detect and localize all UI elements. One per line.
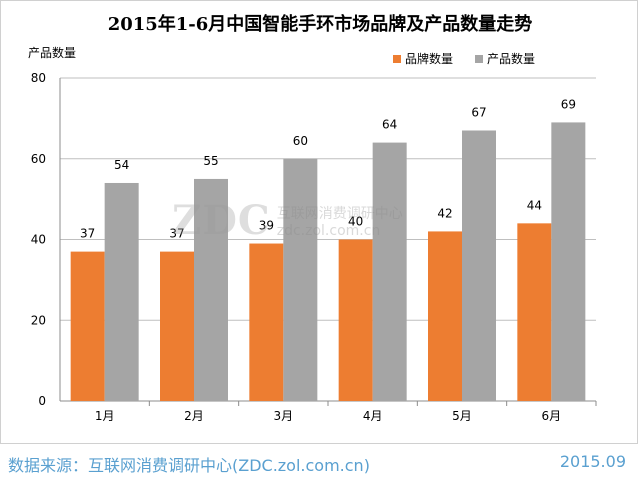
legend-label-brands: 品牌数量 [405,52,454,66]
chart-frame [0,0,638,444]
y-tick-label: 20 [31,313,46,327]
bar-brands [338,239,373,401]
y-axis-label: 产品数量 [28,46,77,60]
chart-title: 2015年1-6月中国智能手环市场品牌及产品数量走势 [107,14,533,35]
y-tick-label: 80 [31,71,46,85]
data-label-products: 69 [561,97,576,111]
legend-swatch-products [475,54,484,63]
bar-products [194,178,228,401]
x-tick-label: 2月 [184,409,204,423]
bar-brands [517,223,552,401]
data-label-brands: 37 [80,227,95,241]
y-tick-label: 40 [31,233,46,247]
bar-products [104,182,139,401]
x-tick-label: 1月 [95,409,115,423]
legend-label-products: 产品数量 [487,52,536,66]
bar-products [462,130,496,402]
data-label-brands: 40 [348,215,363,229]
footer: 数据来源：互联网消费调研中心(ZDC.zol.com.cn) 2015.09 [0,444,640,480]
bar-products [551,122,586,401]
footer-source: 数据来源：互联网消费调研中心(ZDC.zol.com.cn) [8,456,370,475]
bar-brands [160,251,194,401]
legend-item-brands: 品牌数量 [393,50,453,67]
x-tick-label: 4月 [363,409,383,423]
y-tick-label: 60 [31,152,46,166]
legend-swatch-brands [393,54,401,63]
data-label-brands: 37 [169,227,184,241]
data-label-products: 54 [114,158,129,172]
data-label-products: 64 [382,118,397,132]
x-tick-label: 3月 [274,409,294,423]
bar-brands [70,251,105,401]
x-tick-label: 6月 [542,409,562,423]
data-label-products: 55 [203,154,218,168]
data-label-products: 60 [293,134,308,148]
bar-products [283,158,318,401]
bar-chart-plot: 0 20 40 60 80 1月 37 54 2月 37 55 3月 39 60 4月 40 64 5月 42 67 6… [31,71,597,423]
bar-brands [428,231,462,401]
data-label-brands: 44 [527,198,542,212]
data-label-brands: 42 [437,206,452,220]
y-tick-label: 0 [38,394,46,408]
bar-brands [249,243,284,401]
footer-date: 2015.09 [559,452,626,471]
legend: 品牌数量 产品数量 [393,50,557,67]
data-label-products: 67 [471,105,486,119]
data-label-brands: 39 [259,219,274,233]
legend-item-products: 产品数量 [475,50,535,67]
bar-products [372,142,407,401]
x-tick-label: 5月 [452,409,472,423]
